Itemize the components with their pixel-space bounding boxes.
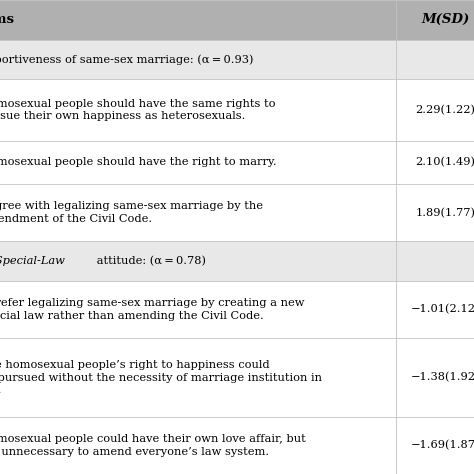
Text: Homosexual people should have the same rights to
pursue their own happiness as h: Homosexual people should have the same r…: [0, 99, 275, 121]
Bar: [396, 40, 474, 79]
Bar: [0, 241, 396, 281]
Text: −1.69(1.87): −1.69(1.87): [411, 440, 474, 451]
Bar: [0, 184, 396, 241]
Text: 2.10(1.49): 2.10(1.49): [416, 157, 474, 167]
Text: Homosexual people should have the right to marry.: Homosexual people should have the right …: [0, 157, 276, 167]
Text: 2.29(1.22): 2.29(1.22): [416, 105, 474, 115]
Text: M(SD): M(SD): [421, 13, 470, 27]
Text: Homosexual people could have their own love affair, but
it’s unnecessary to amen: Homosexual people could have their own l…: [0, 434, 305, 457]
Bar: [0, 338, 396, 417]
Text: 1.89(1.77): 1.89(1.77): [416, 208, 474, 218]
Bar: [396, 184, 474, 241]
Bar: [0, 0, 396, 40]
Bar: [396, 0, 474, 40]
Text: Items: Items: [0, 13, 15, 27]
Bar: [0, 417, 396, 474]
Bar: [396, 241, 474, 281]
Bar: [0, 40, 396, 79]
Text: Pro-Special-Law: Pro-Special-Law: [0, 256, 65, 266]
Text: I agree with legalizing same-sex marriage by the
amendment of the Civil Code.: I agree with legalizing same-sex marriag…: [0, 201, 263, 224]
Text: −1.01(2.12): −1.01(2.12): [411, 304, 474, 315]
Bar: [396, 417, 474, 474]
Bar: [396, 338, 474, 417]
Bar: [0, 79, 396, 140]
Bar: [396, 79, 474, 140]
Text: I prefer legalizing same-sex marriage by creating a new
special law rather than : I prefer legalizing same-sex marriage by…: [0, 298, 304, 321]
Text: attitude: (α = 0.78): attitude: (α = 0.78): [93, 256, 206, 266]
Text: The homosexual people’s right to happiness could
be pursued without the necessit: The homosexual people’s right to happine…: [0, 360, 322, 395]
Bar: [396, 281, 474, 338]
Text: −1.38(1.92): −1.38(1.92): [411, 373, 474, 383]
Bar: [0, 281, 396, 338]
Text: Supportiveness of same-sex marriage: (α = 0.93): Supportiveness of same-sex marriage: (α …: [0, 54, 253, 65]
Bar: [396, 140, 474, 184]
Bar: [0, 140, 396, 184]
